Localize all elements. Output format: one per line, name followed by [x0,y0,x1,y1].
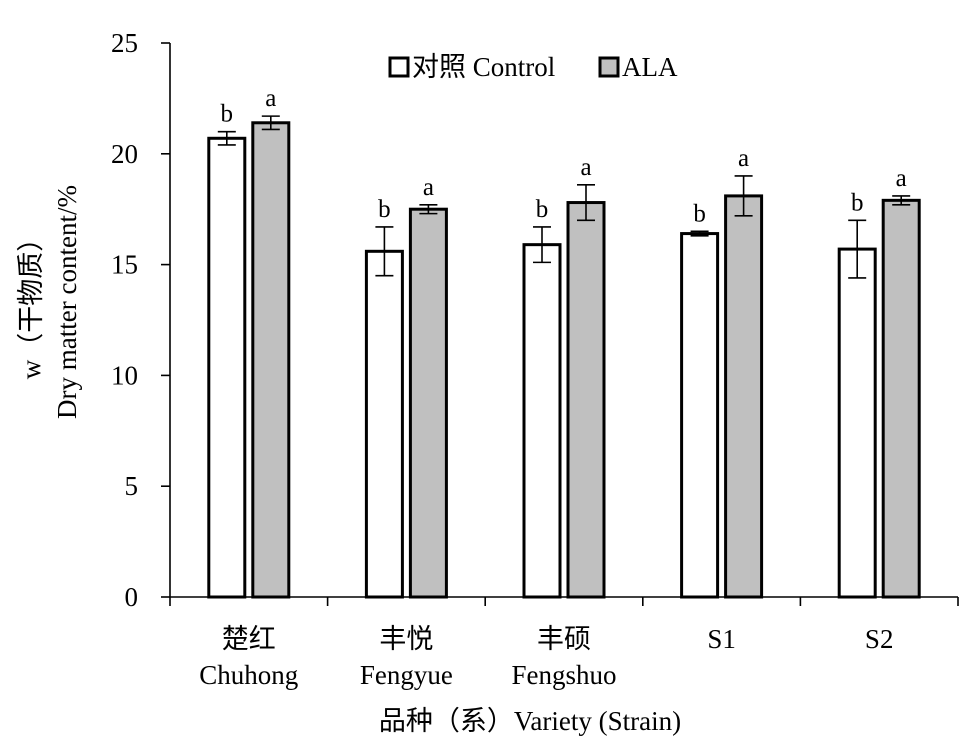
significance-letter: a [265,85,276,112]
y-tick-label: 25 [111,28,138,58]
legend-label-control: 对照 Control [412,52,555,82]
bar-control [680,232,720,599]
bar-ala [566,201,606,599]
bar-control [522,243,562,599]
bar-ala [251,121,291,599]
category-label: S2 [865,624,894,654]
category-label-en: Fengyue [360,660,453,690]
significance-letter: a [738,145,749,172]
y-axis-title-line2: Dry matter content/% [52,185,82,419]
significance-letter: a [423,174,434,201]
legend-swatch-control [388,56,410,78]
y-tick-label: 5 [125,471,139,501]
significance-letter: a [896,165,907,192]
legend-swatch-ala [598,56,620,78]
bars [207,115,921,599]
labels: b a 楚红 Chuhong b a 丰悦 Fengyue b a 丰硕 Fengshuo b a S1 b a… [16,85,907,736]
bar-control [837,247,877,599]
significance-letter: b [536,196,549,223]
bar-ala [724,194,764,599]
category-label-en: Chuhong [199,660,298,690]
bar-control [207,136,247,599]
category-label-en: Fengshuo [511,660,616,690]
legend: 对照 Control ALA [388,52,678,82]
significance-letter: b [378,196,391,223]
y-axis-title-line1: w（干物质） [16,225,46,380]
axes: 0 5 10 15 20 25 [111,28,959,612]
y-tick-label: 0 [125,582,139,612]
category-label: 丰悦 [379,624,433,654]
category-label: 楚红 [222,624,276,654]
y-tick-label: 20 [111,139,138,169]
y-tick-label: 15 [111,250,138,280]
significance-letter: b [221,101,234,128]
bar-control [364,249,404,599]
bar-ala [408,207,448,599]
legend-label-ala: ALA [622,52,678,82]
x-axis-title: 品种（系）Variety (Strain) [379,706,681,736]
y-tick-label: 10 [111,360,138,390]
category-label: 丰硕 [537,624,591,654]
significance-letter: a [580,154,591,181]
significance-letter: b [851,189,864,216]
category-label: S1 [707,624,736,654]
significance-letter: b [693,200,706,227]
bar-ala [881,198,921,599]
